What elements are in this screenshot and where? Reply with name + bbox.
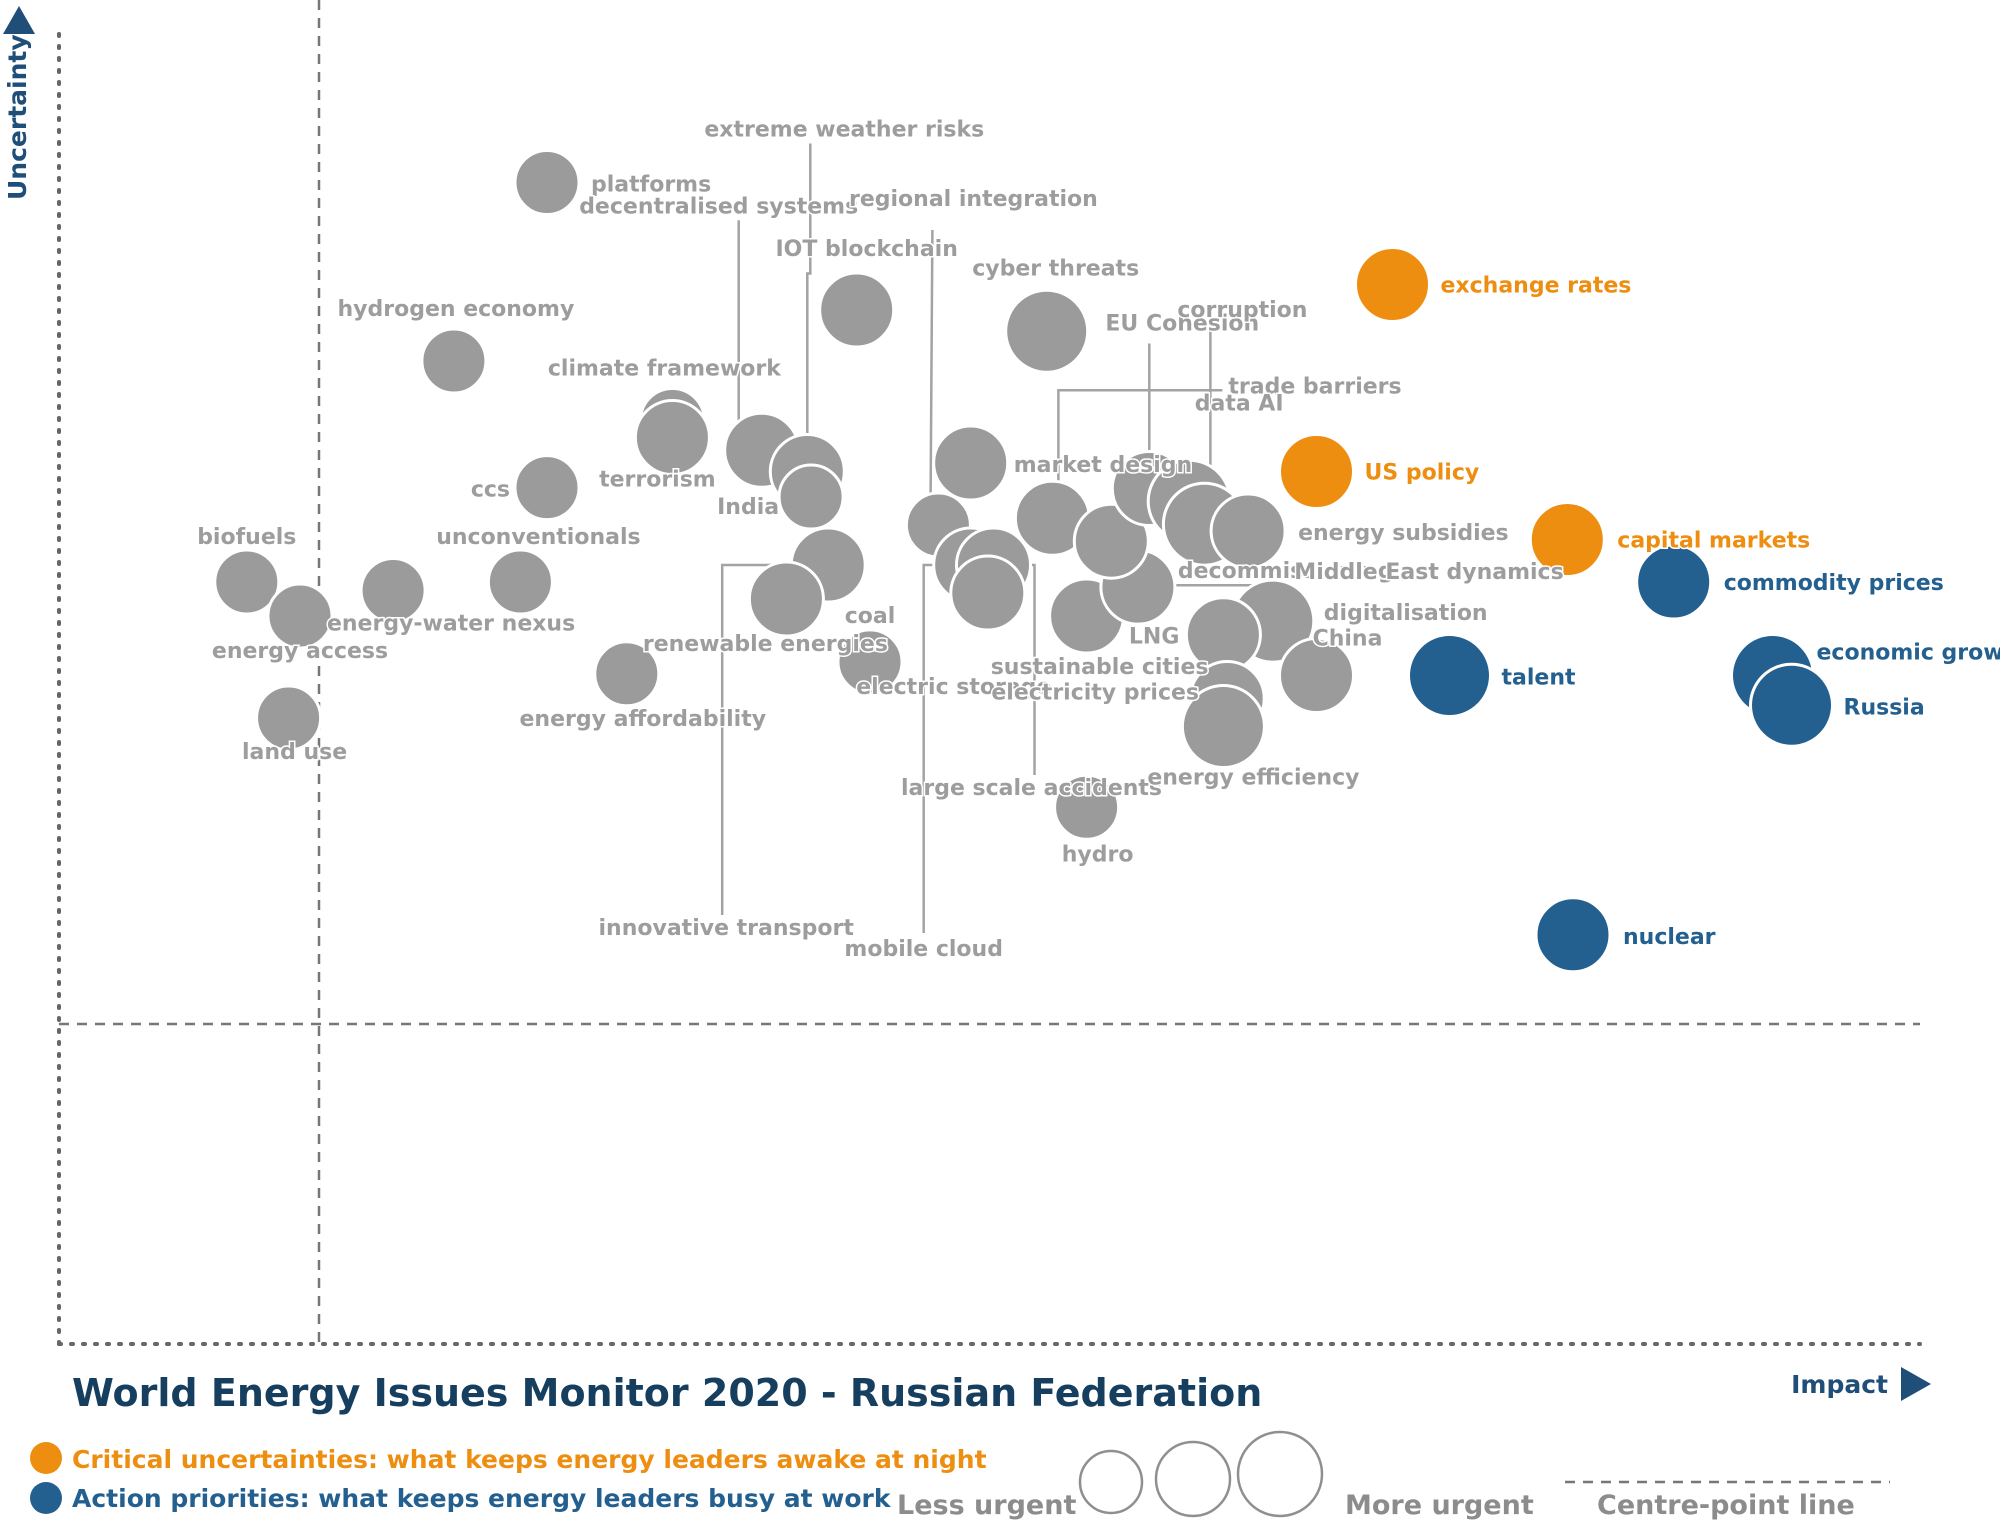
point-label-lng: LNG [1129,625,1180,650]
legend-uncertainty-marker [30,1442,62,1474]
y-axis-title: Uncertainty [3,34,32,200]
point-talent [1407,633,1492,718]
point-label-data-ai: data AI [1195,391,1284,416]
size-legend-small-circle [1078,1449,1144,1515]
point-label-capital-markets: capital markets [1617,529,1810,554]
point-energy-water-nexus [359,557,427,624]
point-label-sustainable-cities: sustainable cities [991,655,1209,680]
point-label-platforms: platforms [591,173,711,198]
point-label-nuclear: nuclear [1623,925,1716,950]
leader-line-regional-integration [929,230,934,526]
chart-title: World Energy Issues Monitor 2020 - Russi… [72,1371,1262,1415]
point-label-decommissioning: decommissioning [1178,559,1394,584]
point-energy-subsidies [1209,492,1287,570]
y-axis-arrow-icon [3,6,35,34]
point-platforms [513,149,581,216]
size-legend-centre: Centre-point line [1597,1490,1855,1521]
legend-priority-label: Action priorities: what keeps energy lea… [72,1484,892,1513]
point-label-land-use: land use [242,740,347,765]
point-label-india: India [717,495,779,520]
point-unconventionals [486,548,554,616]
leader-line-extreme-weather-risks [806,143,812,458]
point-label-economic-growth: economic growth [1817,641,2000,666]
point-iot-blockchain [818,271,896,349]
point-label-renewable-energies: renewable energies [643,632,888,657]
point-land-use [255,684,323,752]
point-label-energy-affordability: energy affordability [520,707,767,732]
point-label-us-policy: US policy [1365,461,1480,486]
size-legend-large-circle [1236,1430,1324,1518]
point-label-energy-subsidies: energy subsidies [1298,521,1509,546]
point-cyber-threats [1004,288,1090,374]
point-russia [1749,662,1834,748]
x-axis-arrow-icon [1901,1367,1931,1401]
point-label-ccs: ccs [471,478,510,503]
point-capital-markets [1528,501,1606,578]
point-energy-affordability [593,640,661,708]
chart-axes: Uncertainty Impact [3,0,1931,1401]
point-biofuels [213,548,281,616]
point-energy-efficiency [1180,684,1266,769]
point-label-extreme-weather-risks: extreme weather risks [704,118,984,143]
point-us-policy [1278,433,1355,510]
point-label-hydro: hydro [1062,842,1134,867]
point-label-iot-blockchain: IOT blockchain [776,237,958,262]
point-label-exchange-rates: exchange rates [1441,274,1632,299]
point-label-mobile-cloud: mobile cloud [844,937,1003,962]
legend-priority-marker [30,1482,62,1514]
point-label-regional-integration: regional integration [849,187,1098,212]
data-points [213,149,1834,974]
point-label-energy-efficiency: energy efficiency [1147,766,1359,791]
point-label-electricity-prices: electricity prices [991,680,1199,705]
point-labels: platforms hydrogen economy ccs biofuels unco… [196,116,2000,964]
size-legend-more: More urgent [1345,1490,1534,1521]
point-label-climate-framework: climate framework [548,357,782,382]
point-label-decentralised-systems: decentralised systems [579,194,858,219]
point-label-talent: talent [1502,666,1576,691]
legend: Critical uncertainties: what keeps energ… [30,1430,1890,1521]
point-hydro [1053,773,1121,841]
point-label-hydrogen-economy: hydrogen economy [337,297,574,322]
point-label-middle-east-dynamics: Middle East dynamics [1294,560,1563,585]
point-label-eu-cohesion: EU Cohesion [1105,312,1259,337]
size-legend-less: Less urgent [897,1490,1076,1521]
legend-uncertainty-label: Critical uncertainties: what keeps energ… [72,1445,987,1474]
point-label-terrorism: terrorism [599,468,716,493]
point-label-unconventionals: unconventionals [436,525,640,550]
point-middle-east-dynamics [1072,502,1150,580]
point-label-russia: Russia [1844,695,1925,720]
point-label-digitalisation: digitalisation [1324,601,1488,626]
point-label-energy-water-nexus: energy-water nexus [327,612,575,637]
point-label-commodity-prices: commodity prices [1724,571,1944,596]
point-terrorism [633,399,711,476]
point-ccs [513,454,581,522]
leader-line-mobile-cloud [922,563,961,933]
point-label-cyber-threats: cyber threats [972,256,1139,281]
point-label-innovative-transport: innovative transport [599,916,855,941]
point-label-electric-storage: electric storage [856,675,1051,700]
point-label-china: China [1313,627,1383,652]
point-market-design [932,424,1010,502]
point-nuclear [1534,896,1612,974]
point-exchange-rates [1354,246,1431,323]
point-coal [836,628,904,696]
leader-line-trade-barriers [1057,389,1223,505]
point-india [777,463,845,531]
point-energy-access [266,582,334,650]
size-legend-medium-circle [1154,1440,1232,1518]
point-label-large-scale-accidents: large scale accidents [901,776,1162,801]
point-china [1278,637,1355,714]
point-label-coal: coal [845,604,896,629]
point-electric-storage [949,554,1027,632]
point-hydrogen-economy [420,327,488,395]
point-label-trade-barriers: trade barriers [1228,374,1401,399]
point-label-biofuels: biofuels [197,525,296,550]
point-label-market-design: market design [1014,453,1192,478]
point-renewable-energies [747,560,825,638]
point-commodity-prices [1635,543,1713,621]
x-axis-title: Impact [1791,1370,1888,1399]
point-label-corruption: corruption [1177,298,1307,323]
point-label-energy-access: energy access [212,639,388,664]
